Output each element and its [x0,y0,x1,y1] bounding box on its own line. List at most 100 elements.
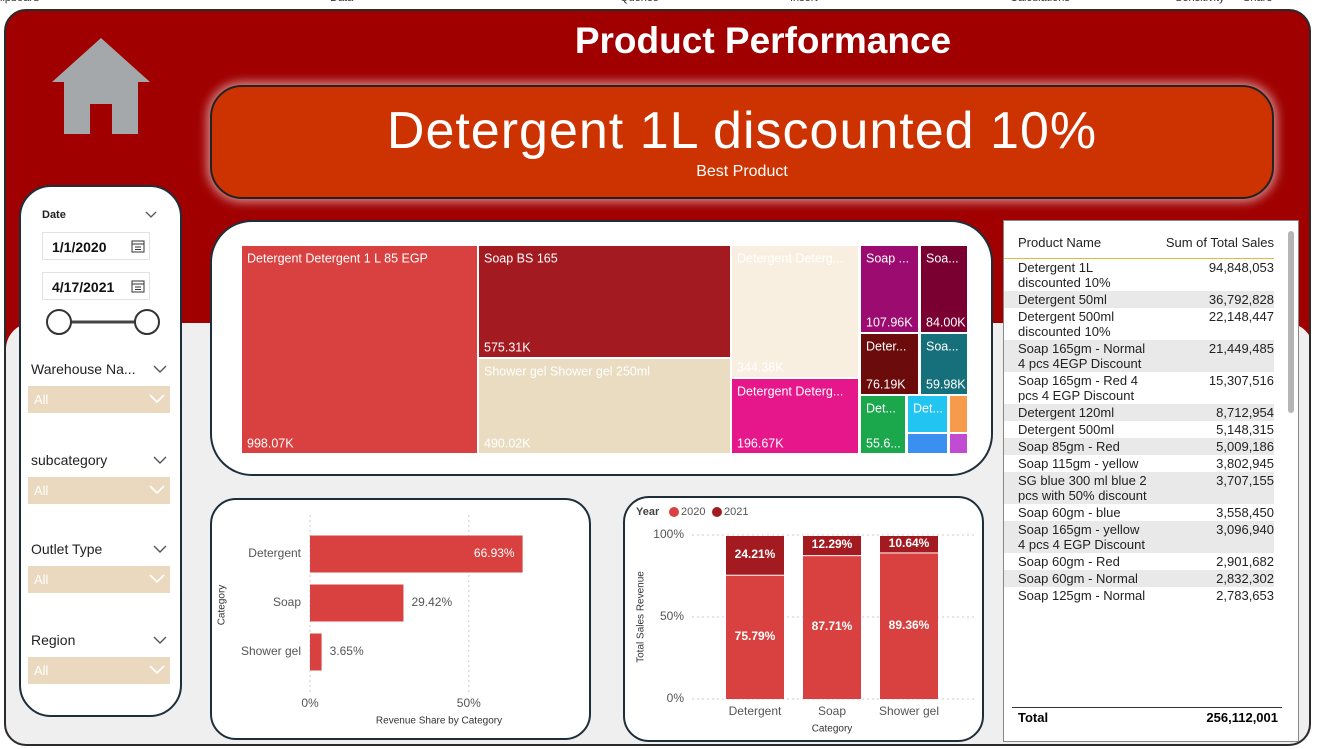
table-cell: Detergent 500ml [1018,422,1115,437]
table-cell: SG blue 300 ml blue 2 pcs with 50% disco… [1018,473,1147,503]
total-label: Total [1018,710,1049,725]
table-cell: Detergent 120ml [1018,405,1115,420]
data-label: 87.71% [812,619,853,633]
tile-label: Shower gel Shower gel 250ml [484,364,650,378]
treemap-tile [479,359,730,453]
ribbon-item[interactable]: lipboard [0,0,39,4]
data-label: 24.21% [735,547,776,561]
tile-label: Detergent Deterg... [737,384,843,398]
kpi-label: Best Product [696,163,788,180]
x-tick-label: 50% [457,696,481,710]
column-segment [803,556,861,699]
table-cell: 94,848,053 [1208,260,1274,275]
table-row: Soap 60gm - Normal 2,832,302 [1004,570,1274,587]
tile-label: Soa... [926,251,959,265]
tile-value: 107.96K [866,315,913,329]
data-label: 29.42% [411,595,452,609]
column-segment [803,536,861,556]
table-row: Detergent 500ml discounted 10% 22,148,447 [1004,308,1274,340]
table-cell: 21,449,485 [1208,341,1274,356]
data-label: 66.93% [474,546,515,560]
filter-dropdown[interactable]: All [28,566,170,593]
y-tick-label: Shower gel [241,644,301,658]
data-label: 12.29% [812,537,853,551]
table-cell: 2,783,653 [1216,588,1274,603]
ribbon: lipboard Data Queries Insert Calculation… [0,0,1323,8]
table-cell: Soap 60gm - Red [1018,554,1120,569]
table-cell: Soap 165gm - Red 4 pcs 4 EGP Discount [1018,373,1138,403]
table-row: Soap 125gm - Normal 2,783,653 [1004,587,1274,604]
date-start[interactable]: 1/1/2020 [42,232,150,260]
tile-value: 84.00K [926,315,966,329]
treemap-tile [861,246,918,332]
tile-value: 76.19K [866,377,906,391]
column-header: Product Name [1018,235,1102,250]
table-row: SG blue 300 ml blue 2 pcs with 50% disco… [1004,472,1274,504]
kpi-value: Detergent 1L discounted 10% [386,102,1098,160]
tile-label: Det... [866,401,896,415]
filter-label: Region [31,632,76,648]
table-row: Soap 60gm - blue 3,558,450 [1004,504,1274,521]
treemap-tile [732,246,858,377]
calendar-icon[interactable] [131,239,145,253]
column-segment [726,536,784,575]
x-tick-label: 0% [301,696,319,710]
table-row: Soap 85gm - Red 5,009,186 [1004,438,1274,455]
tile-value: 196.67K [737,436,784,450]
table-cell: Soap 115gm - yellow [1018,456,1139,471]
filter-dropdown[interactable]: All [28,657,170,684]
x-axis-title: Category [812,724,853,735]
ribbon-item[interactable]: Data [330,0,353,4]
table-cell: 3,802,945 [1216,456,1274,471]
table-cell: Soap 125gm - Normal [1018,588,1146,603]
x-axis-title: Revenue Share by Category [376,716,502,727]
home-button[interactable] [50,36,152,136]
column-header: Sum of Total Sales [1165,235,1274,250]
tile-label: Soap ... [866,251,909,265]
date-end[interactable]: 4/17/2021 [42,272,150,300]
table-cell: 8,712,954 [1216,405,1274,420]
ribbon-item[interactable]: Sensitivity [1175,0,1225,4]
date-slider[interactable] [43,307,163,337]
treemap-tile [242,246,477,453]
treemap-tile [908,434,947,453]
x-tick-label: Soap [818,704,846,718]
table-cell: 2,901,682 [1216,554,1274,569]
filter-label: Warehouse Na... [31,361,136,377]
table: Product Name Sum of Total Sales Detergent … [1004,229,1274,604]
legend-label: 2020 [681,506,705,518]
table-cell: 3,707,155 [1216,473,1274,488]
filter-dropdown[interactable]: All [28,477,170,504]
table-body: Product Name Sum of Total Sales Detergent … [1004,229,1284,709]
tile-value: 490.02K [484,436,531,450]
y-tick-label: 0% [667,691,685,705]
treemap-tile [861,396,905,453]
column-segment [880,553,938,699]
ribbon-item[interactable]: Insert [790,0,818,4]
filter-dropdown[interactable]: All [28,386,170,413]
tile-label: Soa... [926,339,959,353]
ribbon-item[interactable]: Calculations [1010,0,1070,4]
column-segment [726,575,784,699]
tile-label: Soap BS 165 [484,251,558,265]
scrollbar[interactable] [1288,231,1294,413]
table-cell: Soap 165gm - yellow 4 pcs 4 EGP Discount [1018,522,1145,552]
treemap-tile [732,379,858,453]
y-axis-title: Category [217,585,228,626]
x-tick-label: Detergent [729,704,782,718]
calendar-icon[interactable] [131,279,145,293]
tile-label: Detergent Detergent 1 L 85 EGP [247,251,428,265]
ribbon-item[interactable]: Share [1243,0,1272,4]
table-cell: Detergent 1L discounted 10% [1018,260,1111,290]
table-row: Soap 165gm - Red 4 pcs 4 EGP Discount 15,… [1004,372,1274,404]
table-cell: Soap 165gm - Normal 4 pcs 4EGP Discount [1018,341,1146,371]
tile-value: 344.38K [737,360,784,374]
table-cell: Detergent 50ml [1018,292,1107,307]
data-label: 3.65% [330,644,364,658]
table-header: Product Name Sum of Total Sales [1004,229,1274,259]
ribbon-item[interactable]: Queries [620,0,659,4]
chevron[interactable] [145,211,157,219]
filter-panel: Date 1/1/2020 4/17/2021 Warehouse Na... … [19,185,182,717]
table-cell: Detergent 500ml discounted 10% [1018,309,1115,339]
table-cell: Soap 60gm - blue [1018,505,1121,520]
